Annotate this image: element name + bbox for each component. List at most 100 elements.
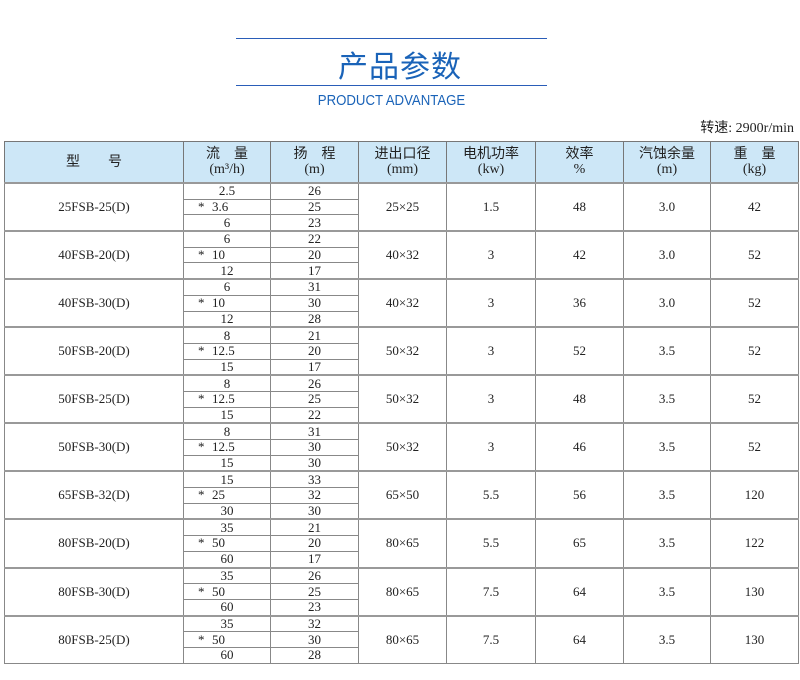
header-unit: (m³/h) bbox=[209, 162, 245, 177]
head-cell: 30 bbox=[270, 439, 359, 456]
eff-cell: 48 bbox=[535, 181, 624, 232]
flow-cell: * 3.6 bbox=[183, 198, 271, 216]
port-cell: 80×65 bbox=[358, 614, 447, 664]
npsh-cell: 3.5 bbox=[623, 374, 711, 424]
flow-cell: 15 bbox=[183, 470, 271, 489]
flow-value: 50 bbox=[212, 631, 225, 647]
head-cell: 26 bbox=[270, 181, 359, 200]
table-row: * 3.6 25 bbox=[5, 198, 799, 216]
header-label: 效率 bbox=[565, 147, 594, 162]
model-cell: 40FSB-30(D) bbox=[4, 278, 184, 328]
weight-cell: 130 bbox=[710, 566, 799, 617]
power-cell: 5.5 bbox=[446, 518, 536, 569]
flow-cell: 60 bbox=[183, 598, 271, 617]
flow-value: 50 bbox=[212, 583, 225, 599]
table-row: 80FSB-20(D) 35 21 80×65 5.5 65 3.5 122 bbox=[4, 518, 799, 569]
rated-point-marker: * bbox=[198, 487, 205, 503]
power-cell: 3 bbox=[446, 374, 536, 424]
column-header: 效率% bbox=[535, 141, 624, 184]
weight-cell: 52 bbox=[710, 422, 799, 472]
flow-cell: 35 bbox=[183, 614, 271, 633]
rated-point-marker: * bbox=[198, 295, 205, 311]
head-cell: 32 bbox=[270, 487, 359, 504]
head-cell: 28 bbox=[270, 646, 359, 664]
eff-cell: 46 bbox=[535, 422, 624, 472]
head-cell: 32 bbox=[270, 614, 359, 633]
flow-cell: 15 bbox=[183, 454, 271, 472]
table-row: 50FSB-20(D) 8 21 50×32 3 52 3.5 52 bbox=[4, 326, 799, 376]
flow-cell: 12 bbox=[183, 262, 271, 280]
column-header: 型 号 bbox=[4, 141, 184, 184]
flow-value: 12.5 bbox=[212, 439, 235, 455]
flow-cell: 2.5 bbox=[183, 181, 271, 200]
flow-cell: 30 bbox=[183, 502, 271, 520]
speed-note: 转速: 2900r/min bbox=[700, 121, 794, 136]
head-cell: 26 bbox=[270, 566, 359, 585]
port-cell: 50×32 bbox=[358, 374, 447, 424]
npsh-cell: 3.5 bbox=[623, 470, 711, 520]
table-row: * 12.5 30 bbox=[5, 439, 799, 456]
model-cell: 80FSB-25(D) bbox=[4, 614, 184, 664]
eff-cell: 64 bbox=[535, 566, 624, 617]
power-cell: 7.5 bbox=[446, 566, 536, 617]
table-row: 40FSB-30(D) 6 31 40×32 3 36 3.0 52 bbox=[4, 278, 799, 328]
bottom-rule bbox=[236, 85, 547, 86]
column-header: 扬 程 (m) bbox=[270, 141, 359, 184]
rated-point-marker: * bbox=[198, 343, 205, 359]
header-unit: (kg) bbox=[742, 162, 767, 177]
rated-point-marker: * bbox=[198, 199, 205, 215]
header-label: 扬 程 bbox=[293, 147, 336, 162]
head-cell: 33 bbox=[270, 470, 359, 489]
flow-value: 12.5 bbox=[212, 391, 235, 407]
npsh-cell: 3.5 bbox=[623, 614, 711, 664]
weight-cell: 130 bbox=[710, 614, 799, 664]
flow-value: 12.5 bbox=[212, 343, 235, 359]
power-cell: 7.5 bbox=[446, 614, 536, 664]
table-row: * 12.5 20 bbox=[5, 342, 799, 360]
power-cell: 1.5 bbox=[446, 181, 536, 232]
power-cell: 3 bbox=[446, 230, 536, 280]
model-cell: 50FSB-25(D) bbox=[4, 374, 184, 424]
column-header: 进出口径 (mm) bbox=[358, 141, 447, 184]
eff-cell: 56 bbox=[535, 470, 624, 520]
model-cell: 40FSB-20(D) bbox=[4, 230, 184, 280]
flow-cell: 15 bbox=[183, 358, 271, 376]
table-row: 60 28 bbox=[5, 646, 799, 664]
flow-cell: 15 bbox=[183, 406, 271, 424]
flow-cell: * 50 bbox=[183, 583, 271, 600]
flow-cell: 8 bbox=[183, 326, 271, 344]
header-unit: (m) bbox=[304, 162, 325, 177]
flow-cell: 35 bbox=[183, 566, 271, 585]
flow-value: 25 bbox=[212, 487, 225, 503]
flow-cell: 8 bbox=[183, 422, 271, 441]
header-label: 型 号 bbox=[66, 154, 122, 170]
head-cell: 17 bbox=[270, 358, 359, 376]
head-cell: 30 bbox=[270, 502, 359, 520]
eff-cell: 48 bbox=[535, 374, 624, 424]
head-cell: 23 bbox=[270, 214, 359, 232]
rated-point-marker: * bbox=[198, 583, 205, 599]
head-cell: 25 bbox=[270, 583, 359, 600]
rated-point-marker: * bbox=[198, 391, 205, 407]
table-row: 25FSB-25(D) 2.5 26 25×25 1.5 48 3.0 42 bbox=[4, 181, 799, 232]
head-cell: 23 bbox=[270, 598, 359, 617]
parameter-table: 型 号流 量 (m³/h) 扬 程 (m) 进出口径 (mm) 电机功率 (kw) 效率% 汽蚀余… bbox=[4, 141, 799, 664]
port-cell: 80×65 bbox=[358, 566, 447, 617]
power-cell: 3 bbox=[446, 422, 536, 472]
flow-value: 50 bbox=[212, 535, 225, 551]
head-cell: 20 bbox=[270, 342, 359, 360]
rated-point-marker: * bbox=[198, 247, 205, 263]
header-label: 重 量 bbox=[733, 147, 776, 162]
port-cell: 65×50 bbox=[358, 470, 447, 520]
table-row: * 10 30 bbox=[5, 294, 799, 312]
power-cell: 5.5 bbox=[446, 470, 536, 520]
header-unit: (mm) bbox=[386, 162, 419, 177]
model-cell: 80FSB-30(D) bbox=[4, 566, 184, 617]
header-label: 流 量 bbox=[206, 147, 248, 162]
npsh-cell: 3.0 bbox=[623, 181, 711, 232]
model-cell: 80FSB-20(D) bbox=[4, 518, 184, 569]
head-cell: 30 bbox=[270, 294, 359, 312]
port-cell: 50×32 bbox=[358, 326, 447, 376]
weight-cell: 52 bbox=[710, 278, 799, 328]
flow-cell: * 12.5 bbox=[183, 439, 271, 456]
